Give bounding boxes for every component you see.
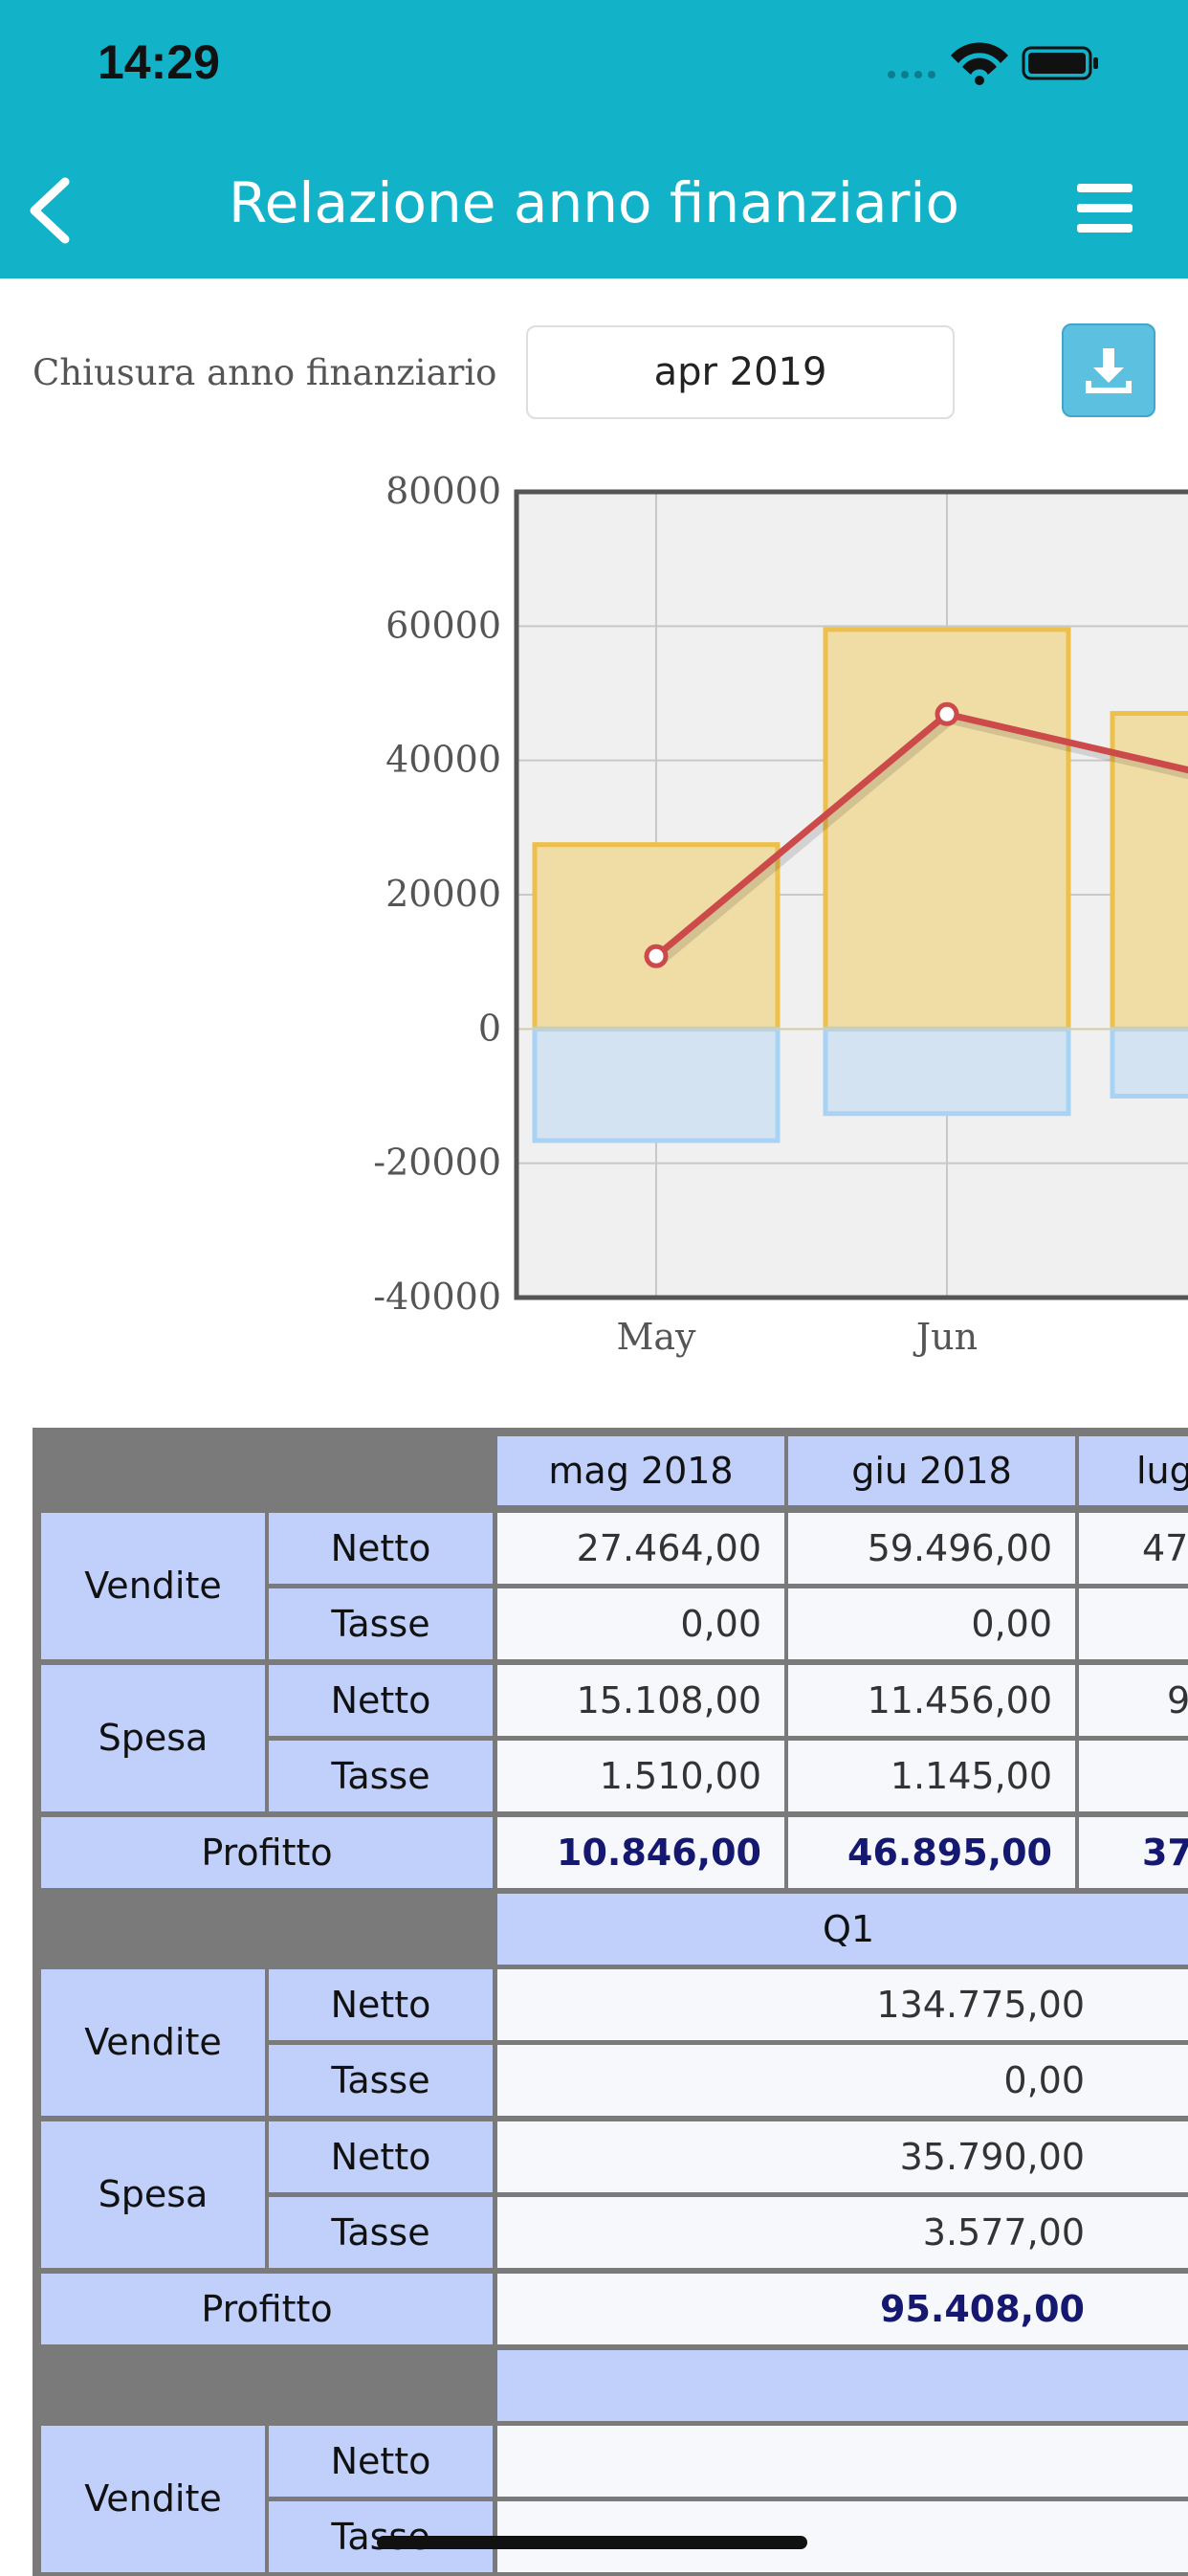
profit-cell: 10.846,00	[497, 1817, 784, 1888]
group-label-vendite: Vendite	[41, 2426, 265, 2572]
sub-label-tasse: Tasse	[269, 2197, 493, 2268]
profit-cell: 95.408,00	[497, 2274, 1188, 2344]
month-header: lug	[1079, 1436, 1188, 1505]
profit-cell: 46.895,00	[788, 1817, 1075, 1888]
fiscal-year-close-field[interactable]: apr 2019	[526, 325, 955, 419]
profit-line	[644, 701, 1188, 968]
table-cell: 27.464,00	[497, 1513, 784, 1584]
bar-negative	[532, 1026, 781, 1144]
table-cell: 0,00	[788, 1588, 1075, 1659]
report-table: mag 2018 giu 2018 lug Vendite Netto Tass…	[33, 1428, 1188, 2576]
download-button[interactable]	[1062, 323, 1155, 417]
x-tick-label: May	[616, 1316, 696, 1358]
hamburger-icon	[1077, 184, 1133, 233]
table-cell: 1.510,00	[497, 1741, 784, 1811]
x-axis-labels: May Jun	[616, 1316, 978, 1358]
financial-chart: 80000 60000 40000 20000 0 -20000 -40000 May Jun	[373, 470, 1188, 1358]
table-cell	[1079, 1741, 1188, 1811]
chevron-left-icon	[30, 177, 70, 244]
table-cell: 3.577,00	[497, 2197, 1188, 2268]
sub-label-tasse: Tasse	[269, 1588, 493, 1659]
table-cell: 35.790,00	[497, 2121, 1188, 2192]
back-button[interactable]	[19, 170, 86, 247]
year-corner	[33, 2347, 495, 2424]
app-header: 14:29 Relazione anno finanziario	[0, 0, 1188, 278]
fiscal-year-close-label: Chiusura anno finanziario	[33, 352, 497, 393]
x-tick-label: Jun	[913, 1316, 978, 1358]
y-tick-label: 80000	[385, 470, 501, 512]
profit-label: Profitto	[41, 1817, 493, 1888]
table-cell: 9	[1079, 1665, 1188, 1736]
y-tick-label: 40000	[385, 739, 501, 781]
signal-icon	[888, 42, 1098, 85]
sub-label-tasse: Tasse	[269, 1741, 493, 1811]
table-corner	[33, 1428, 495, 1506]
group-label-spesa: Spesa	[41, 2121, 265, 2268]
table-cell	[497, 2426, 1188, 2497]
sub-label-netto: Netto	[269, 1513, 493, 1584]
status-icons	[882, 38, 1188, 86]
bar-negative	[1110, 1026, 1188, 1099]
sub-label-netto: Netto	[269, 1969, 493, 2040]
year-header	[497, 2350, 1188, 2421]
bar-negative	[823, 1026, 1071, 1117]
page-title: Relazione anno finanziario	[228, 170, 960, 235]
sub-label-netto: Netto	[269, 1665, 493, 1736]
y-tick-label: 0	[478, 1007, 501, 1049]
status-time: 14:29	[98, 35, 220, 89]
profit-cell: 37	[1079, 1817, 1188, 1888]
bars	[517, 627, 1188, 1144]
bar-positive	[823, 627, 1071, 1032]
y-tick-label: 60000	[385, 604, 501, 646]
group-label-spesa: Spesa	[41, 1665, 265, 1811]
quarter-header: Q1	[497, 1894, 1188, 1965]
y-tick-label: -20000	[373, 1142, 501, 1184]
month-header: mag 2018	[497, 1436, 784, 1505]
profit-point	[644, 944, 669, 968]
bar-positive	[532, 842, 781, 1032]
table-cell: 0,00	[497, 2045, 1188, 2116]
plot-frame	[514, 489, 1188, 1300]
sub-label-netto: Netto	[269, 2121, 493, 2192]
quarter-corner	[33, 1891, 495, 1967]
table-cell: 1.145,00	[788, 1741, 1075, 1811]
profit-point	[935, 701, 959, 726]
sub-label-netto: Netto	[269, 2426, 493, 2497]
download-icon	[1086, 348, 1132, 393]
table-cell: 0,00	[497, 1588, 784, 1659]
sub-label-tasse: Tasse	[269, 2045, 493, 2116]
menu-button[interactable]	[1073, 182, 1136, 235]
y-tick-label: 20000	[385, 873, 501, 915]
table-cell: 47	[1079, 1513, 1188, 1584]
y-tick-label: -40000	[373, 1276, 501, 1318]
table-cell: 15.108,00	[497, 1665, 784, 1736]
profit-label: Profitto	[41, 2274, 493, 2344]
table-cell: 134.775,00	[497, 1969, 1188, 2040]
home-indicator	[377, 2536, 807, 2549]
table-cell: 11.456,00	[788, 1665, 1075, 1736]
group-label-vendite: Vendite	[41, 1969, 265, 2116]
table-cell	[1079, 1588, 1188, 1659]
month-header: giu 2018	[788, 1436, 1075, 1505]
group-label-vendite: Vendite	[41, 1513, 265, 1659]
y-axis-ticks: 80000 60000 40000 20000 0 -20000 -40000	[373, 470, 501, 1318]
table-cell: 59.496,00	[788, 1513, 1075, 1584]
